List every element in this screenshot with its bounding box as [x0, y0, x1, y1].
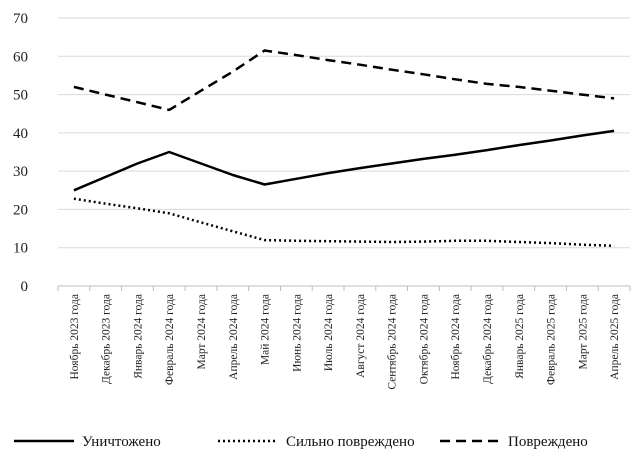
x-tick-label: Июль 2024 года — [323, 294, 335, 371]
legend-label: Повреждено — [508, 434, 588, 450]
y-tick-label: 20 — [13, 202, 28, 218]
x-tick-label: Январь 2025 года — [514, 294, 526, 379]
y-tick-label: 30 — [13, 164, 28, 180]
legend-label: Сильно повреждено — [286, 434, 415, 450]
y-tick-label: 50 — [13, 88, 28, 104]
y-axis-ticks: 0 10 20 30 40 50 60 70 — [13, 11, 28, 295]
x-tick-label: Октябрь 2024 года — [418, 294, 430, 384]
x-tick-label: Март 2025 года — [577, 294, 589, 370]
x-tick-label: Март 2024 года — [196, 294, 208, 370]
y-tick-label: 0 — [21, 279, 29, 295]
x-tick-label: Декабрь 2023 года — [101, 294, 113, 384]
x-tick-label: Декабрь 2024 года — [482, 294, 494, 384]
x-tick-label: Апрель 2025 года — [609, 294, 621, 380]
x-axis: Ноябрь 2023 года Декабрь 2023 года Январь … — [57, 285, 631, 390]
series-line-1 — [73, 129, 615, 192]
y-tick-label: 10 — [13, 241, 28, 257]
legend: Уничтожено Сильно повреждено Повреждено — [14, 434, 588, 450]
x-tick-label: Май 2024 года — [260, 294, 272, 365]
x-tick-label: Ноябрь 2024 года — [450, 294, 462, 380]
legend-label: Уничтожено — [82, 434, 161, 450]
x-tick-label: Сентябрь 2024 года — [387, 294, 399, 390]
y-tick-label: 60 — [13, 49, 28, 65]
x-tick-label: Январь 2024 года — [132, 294, 144, 379]
y-tick-label: 40 — [13, 126, 28, 142]
x-tick-label: Август 2024 года — [355, 294, 367, 378]
gridlines — [58, 17, 630, 249]
x-tick-label: Февраль 2024 года — [164, 294, 176, 385]
y-tick-label: 70 — [13, 11, 28, 27]
series-line-2 — [73, 197, 615, 248]
series-lines — [73, 49, 615, 248]
x-tick-label: Ноябрь 2023 года — [69, 294, 81, 380]
series-line-3 — [73, 49, 615, 112]
x-tick-label: Апрель 2024 года — [228, 294, 240, 380]
x-tick-label: Июнь 2024 года — [291, 294, 303, 372]
x-tick-label: Февраль 2025 года — [546, 294, 558, 385]
